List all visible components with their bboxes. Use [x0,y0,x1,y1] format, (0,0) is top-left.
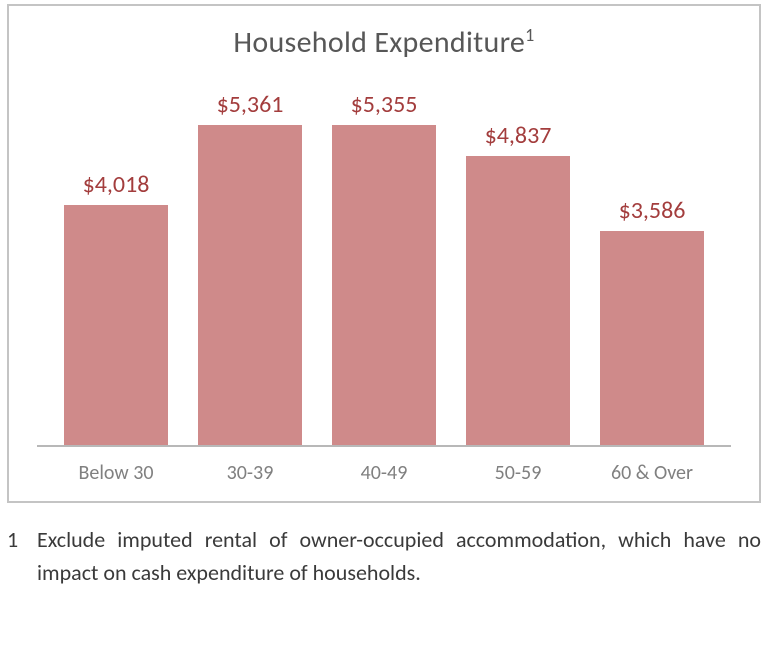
bar [600,231,705,445]
footnote-number: 1 [7,523,37,589]
chart-x-labels: Below 30 30-39 40-49 50-59 60 & Over [37,447,731,485]
footnote: 1 Exclude imputed rental of owner-occupi… [7,523,761,589]
chart-container: Household Expenditure1 $4,018 $5,361 $5,… [7,4,761,503]
footnote-text: Exclude imputed rental of owner-occupied… [37,523,761,589]
bar [332,125,437,445]
bar-value-label: $4,837 [485,121,552,150]
bar-value-label: $5,361 [217,90,284,119]
chart-title-sup: 1 [525,24,534,46]
bar-slot: $5,361 [183,87,317,445]
chart-title-text: Household Expenditure [233,24,525,61]
chart-title: Household Expenditure1 [37,24,731,61]
bar-slot: $5,355 [317,87,451,445]
bar-slot: $4,018 [49,87,183,445]
chart-plot-area: $4,018 $5,361 $5,355 $4,837 $3,586 [37,87,731,447]
bar [198,125,303,445]
x-label: Below 30 [49,461,183,485]
bar-value-label: $3,586 [619,196,686,225]
bar [466,156,571,445]
bar-slot: $4,837 [451,87,585,445]
bar-value-label: $4,018 [83,170,150,199]
bar [64,205,169,445]
x-label: 40-49 [317,461,451,485]
bar-slot: $3,586 [585,87,719,445]
x-label: 60 & Over [585,461,719,485]
bar-value-label: $5,355 [351,90,418,119]
chart-bars: $4,018 $5,361 $5,355 $4,837 $3,586 [37,87,731,445]
x-label: 30-39 [183,461,317,485]
x-label: 50-59 [451,461,585,485]
